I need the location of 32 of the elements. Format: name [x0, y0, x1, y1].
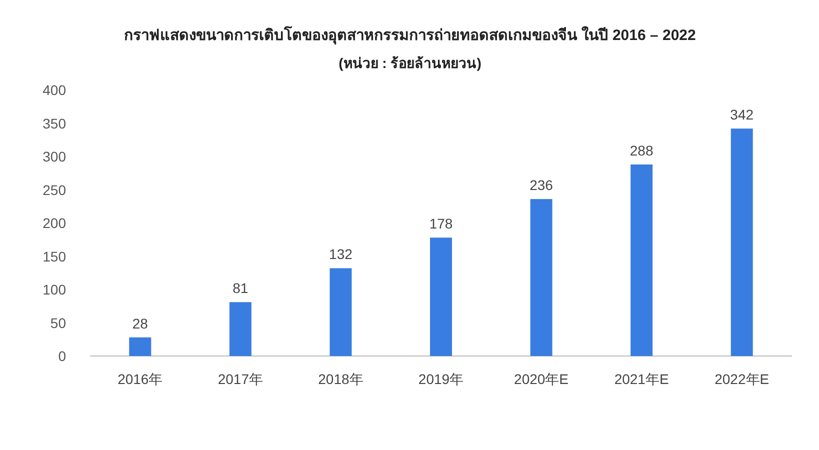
data-label: 178: [429, 216, 453, 232]
data-label: 288: [630, 142, 654, 158]
bar: [530, 199, 552, 356]
x-tick-label: 2018年: [318, 371, 364, 387]
y-tick-label: 200: [42, 215, 66, 231]
bar: [229, 302, 252, 356]
bar: [730, 128, 753, 356]
bar: [129, 337, 152, 356]
x-tick-label: 2022年E: [714, 371, 770, 387]
chart-title: กราฟแสดงขนาดการเติบโตของอุตสาหกรรมการถ่ายทอดสดเกมของจีน ในปี 2016 – 2022: [124, 25, 696, 45]
x-tick-label: 2017年: [218, 371, 264, 387]
bar: [430, 238, 452, 356]
y-tick-label: 50: [50, 314, 66, 331]
y-tick-label: 300: [42, 148, 66, 164]
x-tick-label: 2020年E: [514, 371, 569, 387]
y-tick-label: 150: [42, 248, 66, 264]
data-label: 132: [329, 246, 353, 262]
x-tick-label: 2021年E: [614, 371, 669, 387]
x-tick-label: 2019年: [418, 371, 464, 387]
chart-subtitle: (หน่วย : ร้อยล้านหยวน): [338, 55, 482, 71]
y-tick-label: 400: [42, 82, 66, 98]
data-label: 81: [232, 280, 248, 296]
x-tick-label: 2016年: [118, 371, 163, 387]
bar: [630, 164, 653, 356]
y-tick-label: 100: [42, 282, 66, 298]
data-label: 28: [132, 315, 148, 332]
y-tick-label: 250: [42, 182, 66, 198]
data-label: 342: [730, 106, 754, 123]
data-label: 236: [530, 177, 554, 194]
bar: [330, 268, 352, 356]
y-tick-label: 0: [58, 348, 66, 364]
y-tick-label: 350: [42, 115, 66, 132]
